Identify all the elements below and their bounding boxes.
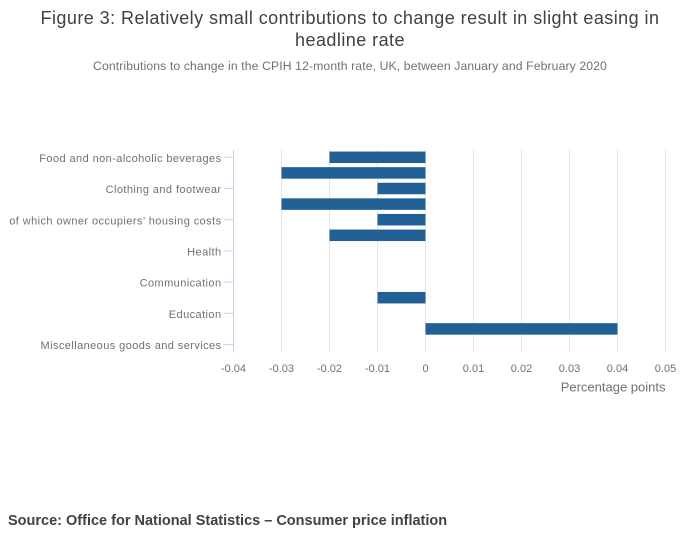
svg-text:0.01: 0.01: [463, 363, 484, 375]
svg-text:0.03: 0.03: [559, 363, 580, 375]
svg-text:Food and non-alcoholic beverag: Food and non-alcoholic beverages: [39, 153, 221, 165]
svg-text:-0.03: -0.03: [269, 363, 294, 375]
svg-text:of which owner occupiers’ hous: of which owner occupiers’ housing costs: [9, 215, 221, 227]
svg-text:0.04: 0.04: [607, 363, 628, 375]
svg-text:0: 0: [422, 363, 428, 375]
svg-text:Clothing and footwear: Clothing and footwear: [106, 184, 222, 196]
svg-text:-0.04: -0.04: [221, 363, 246, 375]
svg-text:Miscellaneous goods and servic: Miscellaneous goods and services: [41, 340, 222, 352]
svg-text:Percentage points: Percentage points: [561, 380, 666, 395]
svg-text:0.02: 0.02: [511, 363, 532, 375]
svg-text:Education: Education: [169, 309, 222, 321]
svg-text:-0.02: -0.02: [317, 363, 342, 375]
svg-text:0.05: 0.05: [655, 363, 676, 375]
svg-text:-0.01: -0.01: [365, 363, 390, 375]
svg-text:Communication: Communication: [140, 278, 222, 290]
svg-text:Health: Health: [187, 247, 221, 259]
